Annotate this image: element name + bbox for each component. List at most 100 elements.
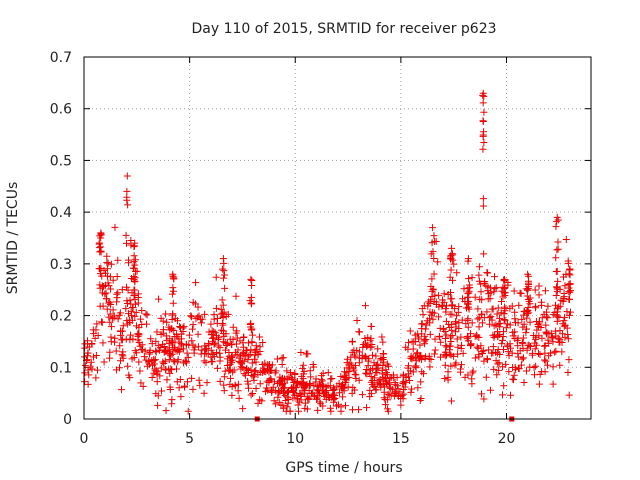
data-point [201, 342, 209, 350]
data-point [505, 368, 513, 376]
data-point [355, 328, 363, 336]
data-point [122, 305, 130, 313]
data-point [169, 339, 177, 347]
data-point [256, 333, 264, 341]
data-point [258, 397, 266, 405]
data-point [109, 306, 117, 314]
data-point [418, 368, 426, 376]
data-point [259, 338, 267, 346]
data-point [479, 89, 487, 97]
data-point [346, 359, 354, 367]
data-point [152, 337, 160, 345]
data-point [283, 367, 291, 375]
data-point [552, 292, 560, 300]
data-point [468, 274, 476, 282]
data-point [347, 353, 355, 361]
data-point [475, 271, 483, 279]
data-point [448, 326, 456, 334]
data-point [351, 386, 359, 394]
data-point [127, 241, 135, 249]
data-point [138, 321, 146, 329]
data-point [442, 317, 450, 325]
data-point [453, 335, 461, 343]
data-point [214, 364, 222, 372]
data-point [296, 390, 304, 398]
data-point [196, 381, 204, 389]
data-point [278, 361, 286, 369]
data-point [372, 352, 380, 360]
data-point [475, 351, 483, 359]
data-point [479, 202, 487, 210]
data-point [552, 223, 560, 231]
data-point [516, 347, 524, 355]
data-point [363, 370, 371, 378]
data-point [290, 378, 298, 386]
data-point [219, 338, 227, 346]
data-point [218, 309, 226, 317]
data-point [205, 341, 213, 349]
data-point [475, 323, 483, 331]
data-point [94, 366, 102, 374]
data-point [500, 315, 508, 323]
data-point [480, 128, 488, 136]
data-point [223, 341, 231, 349]
data-point [138, 346, 146, 354]
data-point [530, 332, 538, 340]
data-point [448, 244, 456, 252]
data-point [440, 325, 448, 333]
data-point [371, 382, 379, 390]
data-point [297, 349, 305, 357]
data-point [451, 328, 459, 336]
data-point [303, 350, 311, 358]
data-point [428, 292, 436, 300]
data-point [402, 343, 410, 351]
data-point [128, 355, 136, 363]
data-point [188, 374, 196, 382]
data-point [248, 325, 256, 333]
data-point [234, 380, 242, 388]
data-point [541, 287, 549, 295]
data-point [530, 363, 538, 371]
data-point [341, 376, 349, 384]
data-point [305, 394, 313, 402]
y-tick-label: 0.2 [50, 309, 72, 325]
data-point [220, 308, 228, 316]
y-tick-label: 0.7 [50, 50, 72, 66]
data-point [224, 362, 232, 370]
data-point [169, 311, 177, 319]
data-point [117, 327, 125, 335]
data-point [407, 352, 415, 360]
data-point [498, 297, 506, 305]
data-point [566, 288, 574, 296]
data-point [122, 239, 130, 247]
data-point [249, 390, 257, 398]
data-point [430, 350, 438, 358]
data-point [330, 386, 338, 394]
data-point [92, 326, 100, 334]
data-point [490, 273, 498, 281]
data-point [564, 369, 572, 377]
data-point [548, 333, 556, 341]
data-point [102, 295, 110, 303]
data-point [234, 387, 242, 395]
data-point [247, 346, 255, 354]
data-point [314, 406, 322, 414]
data-point [352, 375, 360, 383]
data-point [95, 239, 103, 247]
data-point [252, 367, 260, 375]
data-point [408, 385, 416, 393]
data-point [221, 284, 229, 292]
data-point [254, 351, 262, 359]
data-point [245, 352, 253, 360]
data-point [307, 373, 315, 381]
data-point [399, 379, 407, 387]
data-point [155, 295, 163, 303]
data-point [486, 284, 494, 292]
data-point [442, 335, 450, 343]
data-point [337, 372, 345, 380]
data-point [513, 336, 521, 344]
data-point [483, 308, 491, 316]
data-point [525, 283, 533, 291]
data-point [364, 357, 372, 365]
